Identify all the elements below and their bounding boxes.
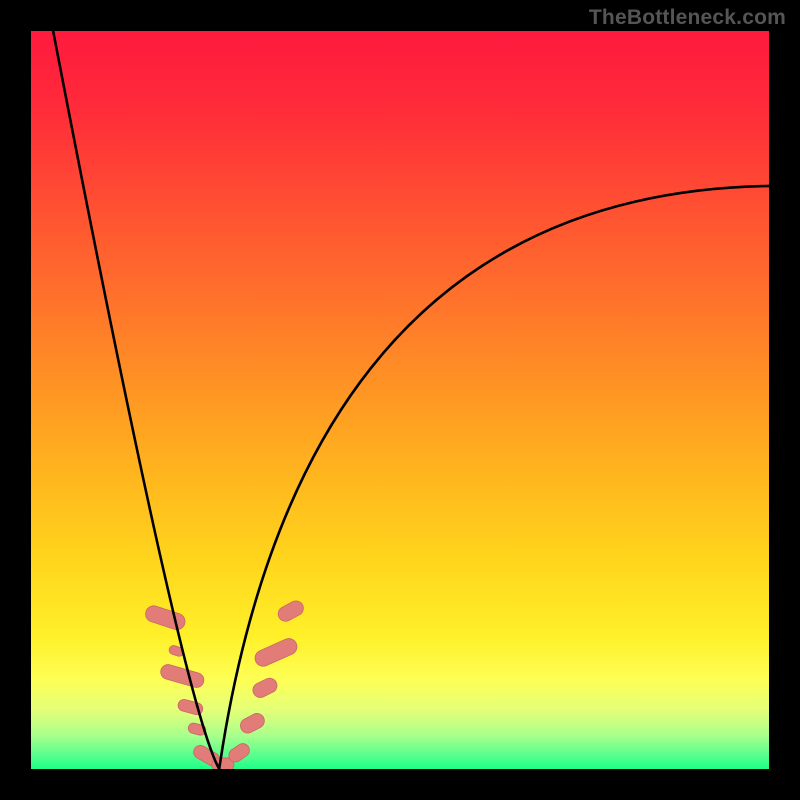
chart-frame: TheBottleneck.com (0, 0, 800, 800)
plot-background (31, 31, 769, 769)
chart-svg (0, 0, 800, 800)
watermark-text: TheBottleneck.com (589, 6, 786, 30)
